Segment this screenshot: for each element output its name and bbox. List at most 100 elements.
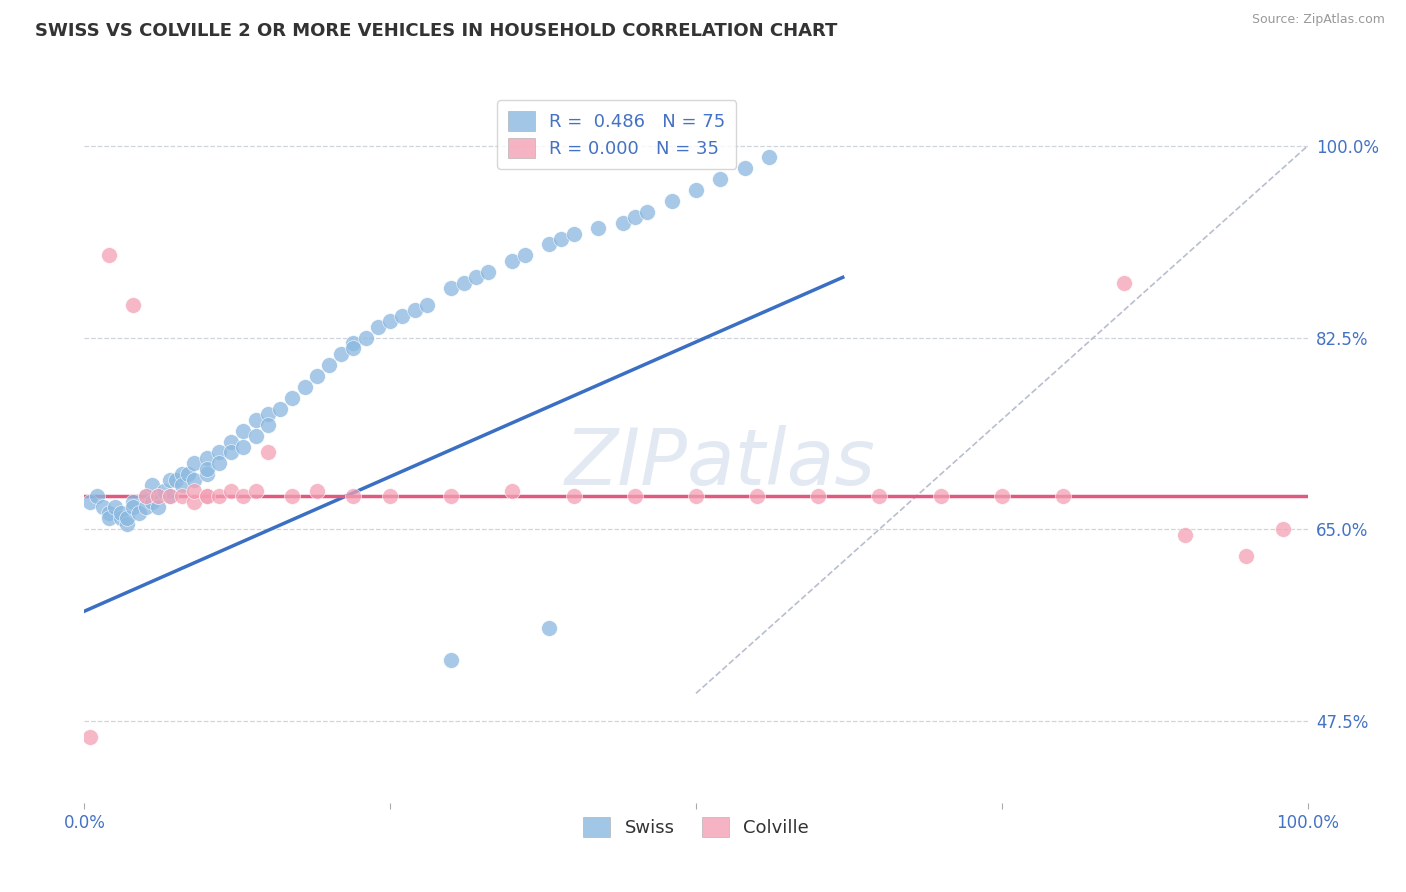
Point xyxy=(122,500,145,515)
Point xyxy=(281,489,304,503)
Point xyxy=(208,489,231,503)
Point xyxy=(440,653,463,667)
Point xyxy=(232,489,254,503)
Point xyxy=(183,473,205,487)
Point xyxy=(281,391,304,405)
Point xyxy=(257,407,280,421)
Point xyxy=(636,204,658,219)
Point xyxy=(183,483,205,498)
Point xyxy=(502,253,524,268)
Point xyxy=(79,730,101,744)
Point xyxy=(135,489,157,503)
Point xyxy=(172,467,194,482)
Point xyxy=(97,248,120,262)
Point xyxy=(440,489,463,503)
Point xyxy=(195,467,218,482)
Point xyxy=(122,298,145,312)
Point xyxy=(538,237,561,252)
Point xyxy=(195,462,218,476)
Point xyxy=(104,500,127,515)
Point xyxy=(257,445,280,459)
Point xyxy=(146,500,169,515)
Point xyxy=(183,494,205,508)
Point xyxy=(165,473,187,487)
Point xyxy=(758,150,780,164)
Text: ZIPatlas: ZIPatlas xyxy=(565,425,876,501)
Point xyxy=(86,489,108,503)
Point xyxy=(1052,489,1074,503)
Point xyxy=(172,478,194,492)
Point xyxy=(342,342,364,356)
Point xyxy=(709,171,731,186)
Point xyxy=(1272,522,1295,536)
Point xyxy=(294,380,316,394)
Point xyxy=(550,232,572,246)
Point xyxy=(624,489,647,503)
Point xyxy=(562,227,585,241)
Point xyxy=(330,347,353,361)
Point xyxy=(1236,549,1258,564)
Point xyxy=(146,489,169,503)
Point xyxy=(685,489,707,503)
Point xyxy=(342,336,364,351)
Point xyxy=(513,248,536,262)
Point xyxy=(624,210,647,224)
Point xyxy=(141,478,163,492)
Point xyxy=(97,506,120,520)
Point xyxy=(110,506,132,520)
Point xyxy=(367,319,389,334)
Point xyxy=(416,298,439,312)
Point xyxy=(318,358,340,372)
Point xyxy=(153,483,176,498)
Point xyxy=(391,309,413,323)
Point xyxy=(661,194,683,208)
Point xyxy=(477,265,499,279)
Point xyxy=(929,489,952,503)
Point xyxy=(562,489,585,503)
Point xyxy=(586,221,609,235)
Point xyxy=(146,489,169,503)
Point xyxy=(453,276,475,290)
Point xyxy=(115,516,138,531)
Point xyxy=(172,489,194,503)
Text: Source: ZipAtlas.com: Source: ZipAtlas.com xyxy=(1251,13,1385,27)
Point xyxy=(135,500,157,515)
Point xyxy=(869,489,891,503)
Point xyxy=(219,445,242,459)
Point xyxy=(245,483,267,498)
Point xyxy=(538,621,561,635)
Point xyxy=(141,494,163,508)
Point xyxy=(208,457,231,471)
Point xyxy=(97,511,120,525)
Point xyxy=(79,494,101,508)
Point xyxy=(195,450,218,465)
Point xyxy=(115,511,138,525)
Point xyxy=(502,483,524,498)
Point xyxy=(342,489,364,503)
Point xyxy=(734,161,756,175)
Point xyxy=(183,457,205,471)
Point xyxy=(122,494,145,508)
Text: SWISS VS COLVILLE 2 OR MORE VEHICLES IN HOUSEHOLD CORRELATION CHART: SWISS VS COLVILLE 2 OR MORE VEHICLES IN … xyxy=(35,22,838,40)
Point xyxy=(91,500,114,515)
Point xyxy=(177,467,200,482)
Point xyxy=(1174,527,1197,541)
Point xyxy=(404,303,426,318)
Legend: Swiss, Colville: Swiss, Colville xyxy=(576,810,815,845)
Point xyxy=(135,489,157,503)
Point xyxy=(232,424,254,438)
Point xyxy=(354,330,377,344)
Point xyxy=(159,489,181,503)
Point xyxy=(232,440,254,454)
Point xyxy=(219,483,242,498)
Point xyxy=(747,489,769,503)
Point xyxy=(245,429,267,443)
Point xyxy=(128,506,150,520)
Point xyxy=(685,183,707,197)
Point xyxy=(245,412,267,426)
Point xyxy=(257,418,280,433)
Point xyxy=(159,473,181,487)
Point xyxy=(219,434,242,449)
Point xyxy=(807,489,830,503)
Point xyxy=(440,281,463,295)
